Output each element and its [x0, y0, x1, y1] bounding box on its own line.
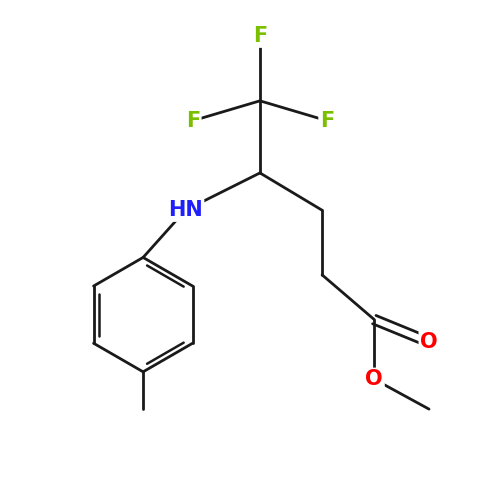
Text: F: F [253, 26, 267, 46]
Text: O: O [366, 370, 383, 390]
Text: O: O [420, 332, 438, 352]
Text: HN: HN [168, 200, 202, 220]
Text: F: F [186, 110, 200, 130]
Text: F: F [320, 110, 334, 130]
